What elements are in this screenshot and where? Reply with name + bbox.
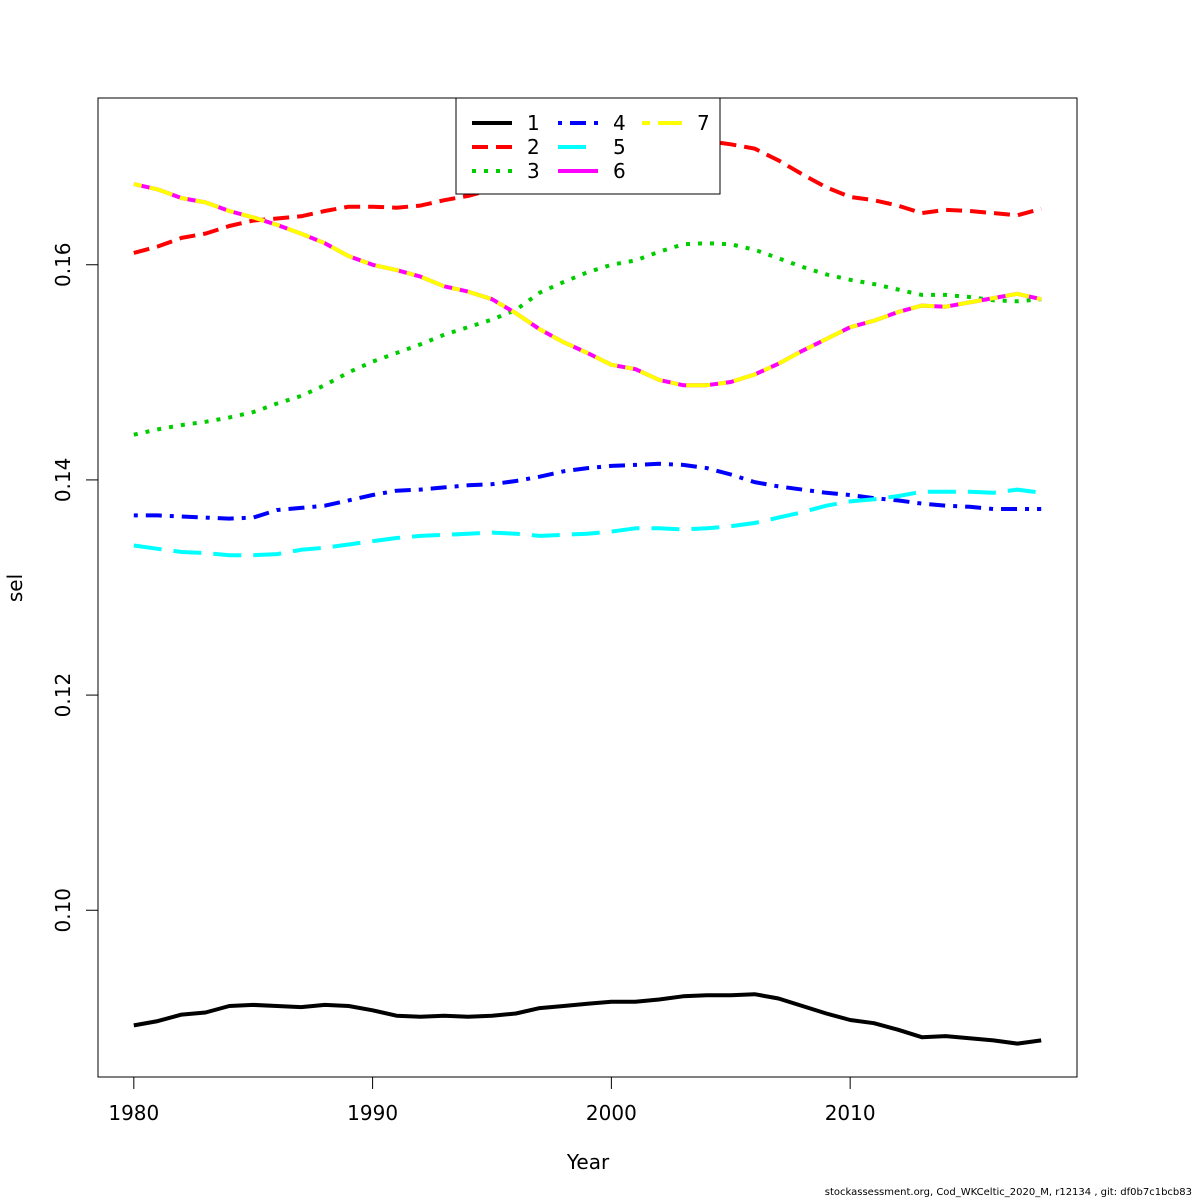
series-line-5 bbox=[133, 487, 1042, 558]
x-tick-label: 1990 bbox=[347, 1101, 398, 1125]
series-line-3 bbox=[133, 241, 1042, 437]
legend-label-2: 2 bbox=[527, 135, 540, 159]
legend-label-4: 4 bbox=[613, 111, 626, 135]
y-axis: 0.10 0.12 0.14 0.16 bbox=[51, 242, 99, 933]
legend-label-5: 5 bbox=[613, 135, 626, 159]
series-layer bbox=[133, 139, 1042, 1046]
legend-label-6: 6 bbox=[613, 159, 626, 183]
y-axis-label: sel bbox=[3, 574, 27, 602]
y-tick-label: 0.16 bbox=[51, 242, 75, 287]
series-line-7 bbox=[133, 182, 1042, 388]
legend: 123 456 7 bbox=[455, 97, 721, 195]
legend-label-7: 7 bbox=[697, 111, 710, 135]
y-tick-label: 0.14 bbox=[51, 458, 75, 503]
y-tick-label: 0.12 bbox=[51, 673, 75, 718]
y-tick-label: 0.10 bbox=[51, 888, 75, 933]
x-axis-label: Year bbox=[566, 1150, 610, 1174]
plot-area-frame bbox=[97, 97, 1078, 1078]
x-tick-label: 2010 bbox=[825, 1101, 876, 1125]
footer-caption: stockassessment.org, Cod_WKCeltic_2020_M… bbox=[824, 1187, 1192, 1198]
x-tick-label: 1980 bbox=[108, 1101, 159, 1125]
legend-label-3: 3 bbox=[527, 159, 540, 183]
series-line-1 bbox=[133, 992, 1042, 1046]
series-line-4 bbox=[133, 461, 1042, 521]
legend-label-1: 1 bbox=[527, 111, 540, 135]
legend-box bbox=[455, 97, 721, 195]
x-tick-label: 2000 bbox=[586, 1101, 637, 1125]
series-line-6 bbox=[133, 182, 1042, 388]
x-axis: 1980 1990 2000 2010 bbox=[108, 1076, 876, 1125]
